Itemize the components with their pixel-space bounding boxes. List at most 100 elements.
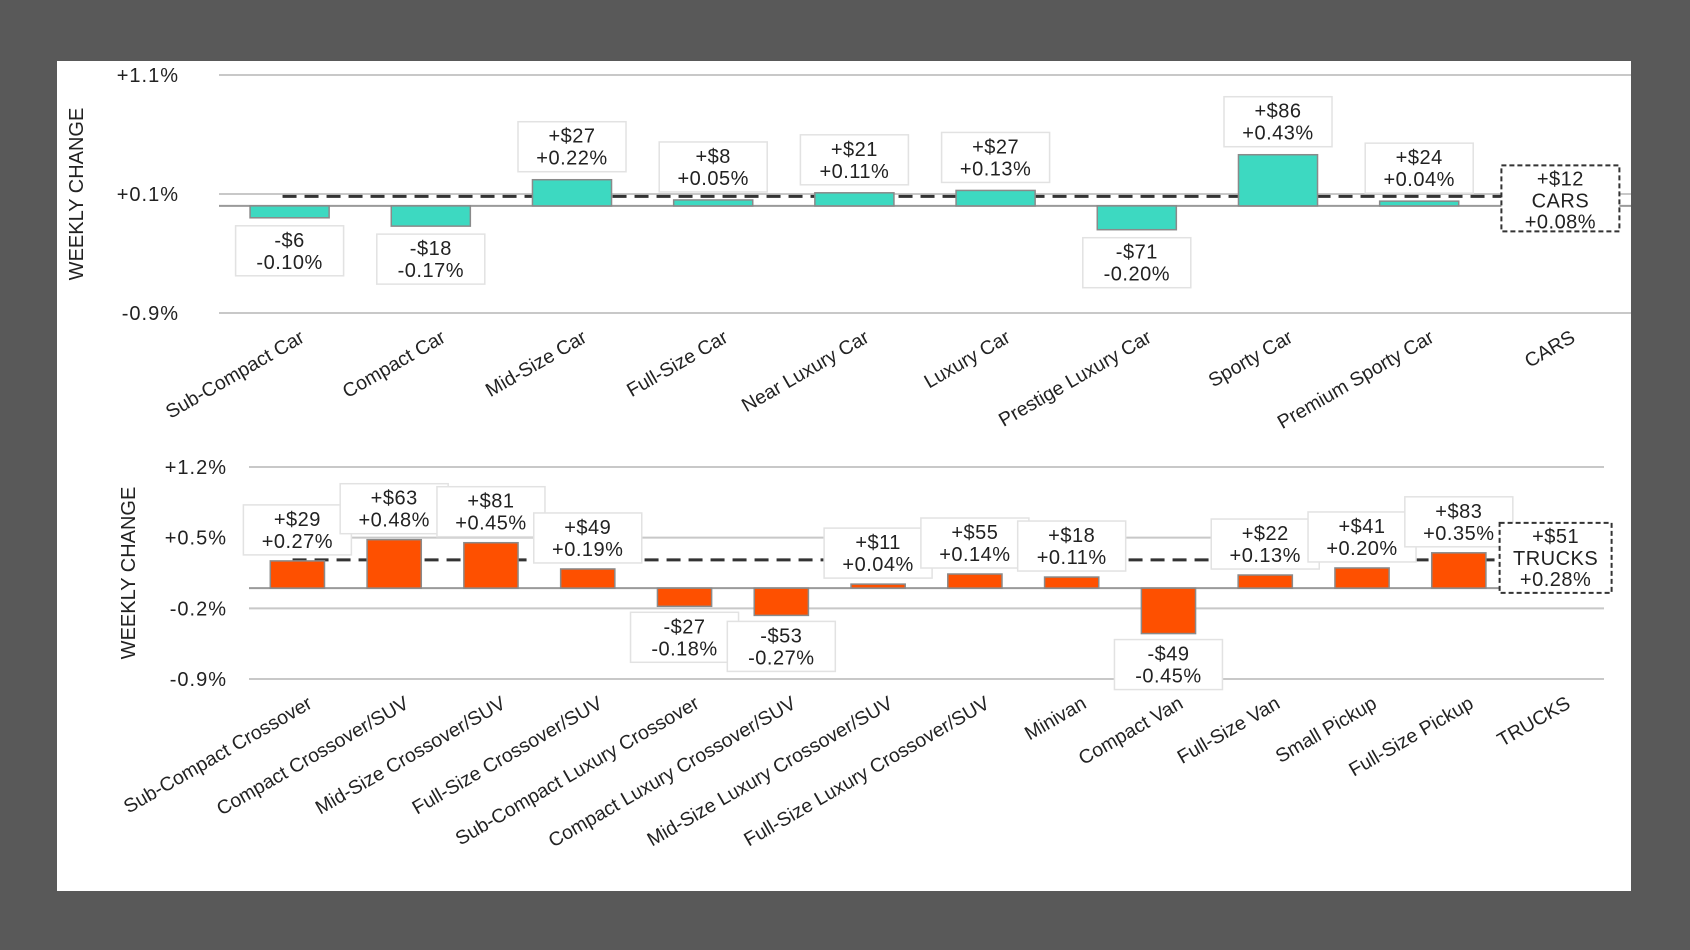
data-label-box <box>242 504 353 556</box>
bar <box>1043 576 1100 589</box>
x-category-label: Sporty Car <box>1205 326 1297 392</box>
y-tick-label: +0.5% <box>165 528 227 550</box>
data-label-box <box>1404 496 1514 548</box>
bar <box>1237 153 1319 207</box>
data-label-dollar: +$29 <box>274 509 321 531</box>
data-label-percent: +0.48% <box>358 510 429 532</box>
data-label-box <box>1307 511 1417 563</box>
y-axis-label: WEEKLY CHANGE <box>66 108 88 281</box>
data-label-box <box>1082 236 1192 289</box>
x-category-label: Compact Car <box>339 326 450 403</box>
data-label-dollar: +$18 <box>1048 525 1095 547</box>
data-label-percent: -0.45% <box>1135 666 1201 688</box>
y-axis-label: WEEKLY CHANGE <box>118 487 140 660</box>
data-label-percent: -0.17% <box>398 260 464 282</box>
data-label-box <box>517 120 627 173</box>
data-label-percent: +0.14% <box>939 544 1010 566</box>
average-label-name: TRUCKS <box>1513 548 1598 570</box>
data-label-dollar: +$21 <box>831 139 878 161</box>
data-label-box <box>533 512 643 564</box>
bar <box>390 205 472 227</box>
data-label-dollar: +$49 <box>564 517 611 539</box>
bar <box>947 573 1003 589</box>
data-label-dollar: -$49 <box>1147 644 1189 666</box>
average-label-percent: +0.28% <box>1520 569 1591 591</box>
data-label-box <box>376 233 486 285</box>
bar <box>269 560 326 589</box>
bar <box>463 541 519 589</box>
data-label-dollar: +$11 <box>855 532 901 554</box>
data-label-dollar: +$27 <box>548 126 595 148</box>
bar <box>955 189 1036 207</box>
x-category-label: Premium Sporty Car <box>1274 326 1438 434</box>
y-tick-label: -0.2% <box>170 598 227 620</box>
average-label-box <box>1500 164 1621 233</box>
x-category-label: Near Luxury Car <box>738 326 873 417</box>
data-label-box <box>234 225 345 277</box>
data-label-percent: -0.27% <box>748 647 814 669</box>
trucks-weekly-change-chart: +1.2%+0.5%-0.2%-0.9%WEEKLY CHANGE +$29+0.… <box>118 457 1613 852</box>
charts-svg: +1.1% +0.1% -0.9% WEEKLY CHANGE -$6-0.10% Sub… <box>66 65 1631 852</box>
data-label-dollar: -$71 <box>1116 242 1158 264</box>
data-label-dollar: -$53 <box>760 625 802 647</box>
x-category-label: Prestige Luxury Car <box>995 326 1156 431</box>
data-label-box <box>436 485 546 538</box>
data-label-box <box>799 134 910 186</box>
average-label-dollar: +$12 <box>1537 168 1584 190</box>
bar <box>850 583 906 589</box>
average-label-percent: +0.08% <box>1525 211 1596 233</box>
data-label-percent: -0.10% <box>256 252 322 274</box>
bar <box>672 199 754 207</box>
data-label-percent: +0.13% <box>960 158 1031 180</box>
bar <box>1334 567 1390 589</box>
y-tick-label: -0.9% <box>170 669 227 691</box>
average-label-box <box>1498 521 1613 594</box>
x-category-label: Compact Van <box>1075 692 1187 769</box>
x-category-label: Sub-Compact Car <box>162 326 309 423</box>
x-category-label: Luxury Car <box>921 326 1015 393</box>
bar <box>1096 205 1178 231</box>
data-label-box <box>339 482 449 535</box>
data-label-dollar: +$8 <box>695 146 730 168</box>
data-label-dollar: +$41 <box>1339 516 1386 538</box>
data-label-dollar: +$24 <box>1396 147 1443 169</box>
average-label-name: CARS <box>1532 190 1590 212</box>
data-label-box <box>1113 638 1224 691</box>
bar <box>249 205 330 219</box>
data-label-percent: +0.19% <box>552 539 623 561</box>
data-label-box <box>940 131 1051 184</box>
data-label-percent: +0.20% <box>1326 538 1397 560</box>
data-label-dollar: +$81 <box>467 491 514 513</box>
data-label-percent: +0.04% <box>1384 169 1455 191</box>
data-label-percent: +0.05% <box>678 168 749 190</box>
bar <box>1430 552 1487 589</box>
data-label-box <box>629 611 740 664</box>
x-category-label: CARS <box>1521 326 1579 372</box>
x-category-label: Full-Size Car <box>623 326 732 402</box>
x-category-label: Full-Size Van <box>1174 692 1284 768</box>
bar <box>531 178 613 207</box>
bar <box>753 587 810 617</box>
data-label-percent: -0.18% <box>651 638 717 660</box>
y-tick-label: +0.1% <box>117 184 179 206</box>
x-category-label: Mid-Size Car <box>482 326 591 402</box>
data-label-box <box>658 141 768 193</box>
y-tick-label: +1.1% <box>117 65 179 87</box>
data-label-percent: -0.20% <box>1104 264 1170 286</box>
data-label-percent: +0.04% <box>842 554 913 576</box>
bar <box>1237 574 1294 589</box>
data-label-dollar: -$18 <box>410 238 452 260</box>
average-label-dollar: +$51 <box>1532 526 1579 548</box>
data-label-percent: +0.13% <box>1230 545 1301 567</box>
data-label-box <box>920 517 1030 569</box>
data-label-box <box>1364 142 1474 194</box>
y-tick-label: +1.2% <box>165 457 227 479</box>
data-label-box <box>726 620 837 673</box>
data-label-percent: +0.27% <box>262 531 333 553</box>
chart-panel: +1.1% +0.1% -0.9% WEEKLY CHANGE -$6 -0.10% Sub… <box>57 61 1631 891</box>
data-label-dollar: -$27 <box>664 616 706 638</box>
data-label-box <box>1016 520 1127 572</box>
bar <box>814 192 895 207</box>
bar <box>559 568 616 589</box>
data-label-dollar: +$86 <box>1254 101 1301 123</box>
